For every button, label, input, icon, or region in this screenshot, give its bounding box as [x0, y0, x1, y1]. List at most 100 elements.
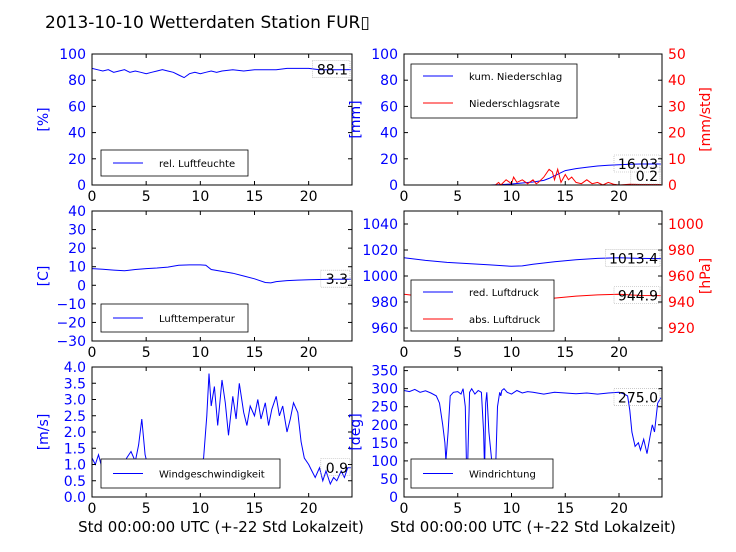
y-tick-label: 20 [68, 152, 86, 168]
last-value-box [613, 388, 661, 406]
y-tick-label: 100 [371, 47, 398, 63]
y-tick-label: 0.0 [64, 490, 86, 506]
legend: Windgeschwindigkeit [100, 458, 281, 489]
last-value-right-box [613, 286, 661, 304]
y-axis-label: [%] [36, 107, 52, 131]
panel-humidity: 0 5 10 15 20 0 20 40 60 80 100 [%] rel. Luftfeuchte 8… [36, 47, 353, 205]
last-value: 1013.4 [609, 252, 658, 268]
plot-frame [403, 366, 663, 498]
y-tick-label: 20 [68, 241, 86, 257]
x-tick-label: 0 [400, 189, 409, 205]
y-tick-label: 1000 [362, 269, 398, 285]
y-right-tick-label: 0 [668, 178, 677, 194]
legend-label: abs. Luftdruck [469, 315, 540, 326]
x-tick-label: 20 [610, 345, 628, 361]
y-axis-label: [deg] [348, 413, 364, 450]
y-tick-label: 200 [371, 418, 398, 434]
y-tick-label: 40 [68, 126, 86, 142]
y-tick-label: 1020 [362, 243, 398, 259]
legend: Windrichtung [410, 458, 554, 489]
y-tick-label: −10 [56, 297, 86, 313]
panel-precip: 0 5 10 15 20 0 20 40 60 80 100 0 10 20 30 40 50 [mm/std] [… [348, 47, 714, 205]
y-right-tick-label: 920 [668, 321, 695, 337]
series-line-precip-0 [404, 163, 661, 185]
legend: rel. Luftfeuchte [100, 149, 249, 177]
y-tick-label: 100 [371, 454, 398, 470]
x-axis-label-right: Std 00:00:00 UTC (+-22 Std Lokalzeit) [390, 518, 676, 536]
figure-title: 2013-10-10 Wetterdaten Station FUR▯ [45, 13, 370, 33]
y-tick-label: 3.0 [64, 393, 86, 409]
y-tick-label: 1040 [362, 217, 398, 233]
x-tick-label: 15 [246, 501, 264, 517]
x-tick-label: 20 [300, 345, 318, 361]
x-axis-label-left: Std 00:00:00 UTC (+-22 Std Lokalzeit) [78, 518, 364, 536]
panel-windspeed: 0 5 10 15 20 0.00.51.01.52.02.53.03.54.0 [m/s]… [36, 360, 353, 517]
y-tick-label: 10 [68, 260, 86, 276]
y-tick-label: 80 [380, 73, 398, 89]
last-value: 0.9 [326, 461, 348, 477]
series-line-windspeed-0 [92, 373, 351, 488]
x-tick-label: 15 [246, 189, 264, 205]
series-line-pressure-0 [404, 257, 661, 267]
series-line-temperature-0 [92, 264, 351, 284]
y-axis-label: [C] [36, 266, 52, 287]
y-right-tick-label: 940 [668, 295, 695, 311]
x-tick-label: 20 [300, 501, 318, 517]
x-tick-label: 0 [88, 345, 97, 361]
y-right-tick-label: 20 [668, 126, 686, 142]
y-tick-label: 80 [68, 73, 86, 89]
y-tick-label: 40 [380, 126, 398, 142]
x-tick-label: 0 [400, 501, 409, 517]
y-tick-label: 1.5 [64, 441, 86, 457]
x-tick-label: 5 [142, 345, 151, 361]
legend-label: kum. Niederschlag [469, 72, 562, 83]
y-right-axis-label: [hPa] [698, 258, 714, 294]
y-axis-label: [mm] [348, 100, 364, 138]
legend-label: rel. Luftfeuchte [159, 159, 235, 170]
y-tick-label: −20 [56, 315, 86, 331]
legend-label: Windgeschwindigkeit [159, 470, 265, 481]
last-value-box [320, 269, 351, 288]
x-tick-label: 10 [191, 189, 209, 205]
y-tick-label: 250 [371, 400, 398, 416]
y-tick-label: 20 [380, 152, 398, 168]
legend-label: Lufttemperatur [159, 314, 236, 325]
last-value: 88.1 [317, 63, 348, 79]
legend-box [100, 303, 249, 333]
x-tick-label: 15 [246, 345, 264, 361]
last-value-right: 944.9 [618, 289, 658, 305]
y-tick-label: 0 [389, 490, 398, 506]
x-tick-label: 5 [453, 501, 462, 517]
y-tick-label: 40 [68, 204, 86, 220]
y-tick-label: 980 [371, 295, 398, 311]
panel-pressure: 0 5 10 15 20 960 980 1000 1020 1040 920 940 960 980 10… [362, 210, 714, 361]
last-value-box [320, 458, 351, 477]
x-tick-label: 0 [400, 345, 409, 361]
y-tick-label: 0 [389, 178, 398, 194]
y-tick-label: −30 [56, 334, 86, 350]
y-tick-label: 3.5 [64, 376, 86, 392]
y-right-axis-label: [mm/std] [698, 87, 714, 152]
legend: Lufttemperatur [100, 303, 249, 333]
legend-label: Niederschlagsrate [469, 99, 560, 110]
y-right-tick-label: 40 [668, 73, 686, 89]
y-right-tick-label: 30 [668, 99, 686, 115]
last-value-right-box [630, 166, 661, 185]
x-tick-label: 5 [142, 501, 151, 517]
y-axis-label: [m/s] [36, 414, 52, 451]
series-line-precip-1 [404, 167, 661, 185]
plot-frame [91, 210, 353, 342]
legend-label: red. Luftdruck [469, 288, 539, 299]
x-tick-label: 10 [503, 345, 521, 361]
plot-frame [91, 53, 353, 186]
x-tick-label: 15 [556, 189, 574, 205]
y-tick-label: 60 [68, 99, 86, 115]
x-tick-label: 5 [453, 189, 462, 205]
legend-box [410, 63, 578, 119]
legend-label: Windrichtung [469, 470, 536, 481]
x-tick-label: 0 [88, 189, 97, 205]
x-tick-label: 5 [142, 189, 151, 205]
y-right-tick-label: 1000 [668, 217, 704, 233]
y-tick-label: 150 [371, 436, 398, 452]
x-tick-label: 5 [453, 345, 462, 361]
